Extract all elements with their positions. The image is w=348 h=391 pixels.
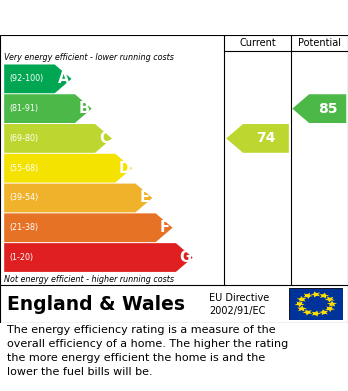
Text: 85: 85	[318, 102, 338, 116]
Text: C: C	[99, 131, 110, 146]
Text: EU Directive: EU Directive	[209, 293, 269, 303]
Polygon shape	[292, 94, 346, 123]
Text: (39-54): (39-54)	[9, 194, 39, 203]
Polygon shape	[327, 301, 337, 307]
Polygon shape	[4, 213, 173, 242]
Text: (81-91): (81-91)	[9, 104, 39, 113]
Text: G: G	[179, 250, 191, 265]
Polygon shape	[4, 243, 193, 272]
Text: A: A	[58, 71, 70, 86]
Polygon shape	[297, 306, 307, 312]
Text: Not energy efficient - higher running costs: Not energy efficient - higher running co…	[4, 274, 174, 284]
Text: Very energy efficient - lower running costs: Very energy efficient - lower running co…	[4, 53, 174, 62]
Polygon shape	[226, 124, 289, 153]
Polygon shape	[302, 309, 313, 316]
Text: B: B	[79, 101, 90, 116]
Polygon shape	[303, 293, 313, 299]
Text: 2002/91/EC: 2002/91/EC	[209, 307, 265, 316]
Polygon shape	[294, 301, 305, 307]
Text: D: D	[118, 161, 130, 176]
Text: (55-68): (55-68)	[9, 164, 39, 173]
Text: (21-38): (21-38)	[9, 223, 39, 232]
Polygon shape	[311, 310, 321, 317]
Text: Potential: Potential	[298, 38, 341, 48]
Polygon shape	[310, 291, 320, 298]
Polygon shape	[325, 296, 335, 302]
Text: F: F	[160, 220, 170, 235]
Polygon shape	[318, 309, 329, 315]
Text: Current: Current	[239, 38, 276, 48]
Text: England & Wales: England & Wales	[7, 294, 185, 314]
Polygon shape	[4, 124, 112, 153]
Polygon shape	[4, 65, 72, 93]
Text: (1-20): (1-20)	[9, 253, 33, 262]
Text: The energy efficiency rating is a measure of the
overall efficiency of a home. T: The energy efficiency rating is a measur…	[7, 325, 288, 377]
Text: Energy Efficiency Rating: Energy Efficiency Rating	[6, 9, 236, 27]
Polygon shape	[4, 154, 132, 183]
Polygon shape	[319, 292, 329, 299]
Polygon shape	[325, 306, 335, 312]
Text: 74: 74	[256, 131, 276, 145]
Text: (92-100): (92-100)	[9, 74, 44, 83]
Polygon shape	[296, 296, 307, 302]
Polygon shape	[4, 184, 152, 212]
Polygon shape	[4, 94, 92, 123]
Text: E: E	[140, 190, 150, 206]
Text: (69-80): (69-80)	[9, 134, 39, 143]
